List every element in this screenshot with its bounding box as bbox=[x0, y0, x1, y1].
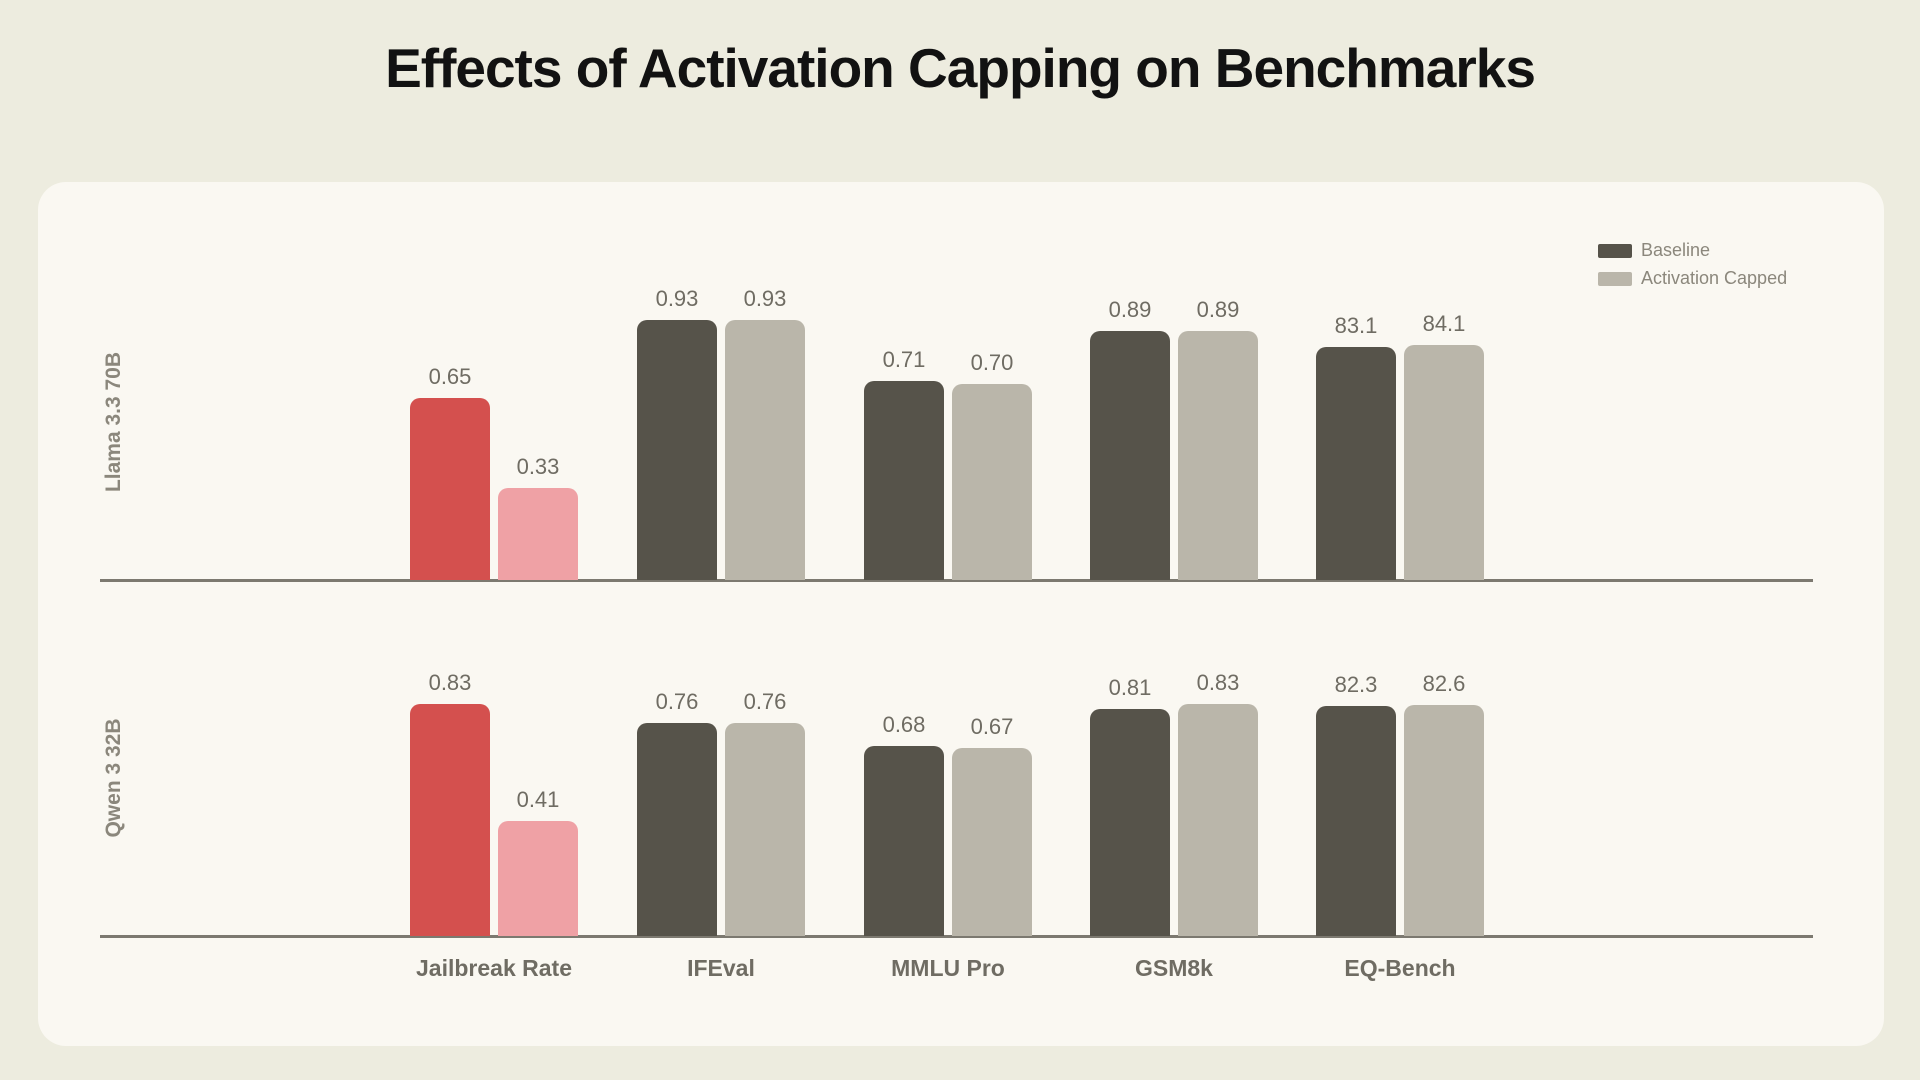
bar-activation-capped-jailbreak-rate-qwen-3-32b bbox=[498, 821, 578, 936]
value-label-activation-capped-mmlu-pro-qwen-3-32b: 0.67 bbox=[970, 714, 1014, 739]
bar-activation-capped-ifeval-qwen-3-32b bbox=[725, 723, 805, 936]
value-label-baseline-jailbreak-rate-llama-3-3-70b: 0.65 bbox=[428, 364, 472, 389]
bar-activation-capped-gsm8k-qwen-3-32b bbox=[1178, 704, 1258, 936]
value-label-baseline-ifeval-qwen-3-32b: 0.76 bbox=[655, 689, 699, 714]
bar-activation-capped-ifeval-llama-3-3-70b bbox=[725, 320, 805, 580]
value-label-activation-capped-gsm8k-llama-3-3-70b: 0.89 bbox=[1196, 297, 1240, 322]
value-label-baseline-gsm8k-qwen-3-32b: 0.81 bbox=[1108, 675, 1152, 700]
bar-baseline-ifeval-qwen-3-32b bbox=[637, 723, 717, 936]
category-label-gsm8k: GSM8k bbox=[1135, 955, 1213, 981]
value-label-activation-capped-eq-bench-llama-3-3-70b: 84.1 bbox=[1422, 311, 1466, 336]
bar-baseline-eq-bench-qwen-3-32b bbox=[1316, 706, 1396, 936]
bar-activation-capped-mmlu-pro-llama-3-3-70b bbox=[952, 384, 1032, 580]
legend: Baseline Activation Capped bbox=[1598, 240, 1787, 289]
legend-swatch-baseline bbox=[1598, 243, 1632, 258]
bar-activation-capped-mmlu-pro-qwen-3-32b bbox=[952, 748, 1032, 936]
legend-label-baseline: Baseline bbox=[1641, 240, 1711, 260]
bar-baseline-ifeval-llama-3-3-70b bbox=[637, 320, 717, 580]
value-label-baseline-gsm8k-llama-3-3-70b: 0.89 bbox=[1108, 297, 1152, 322]
value-label-activation-capped-ifeval-qwen-3-32b: 0.76 bbox=[743, 689, 787, 714]
value-label-baseline-jailbreak-rate-qwen-3-32b: 0.83 bbox=[428, 670, 472, 695]
bar-baseline-eq-bench-llama-3-3-70b bbox=[1316, 347, 1396, 580]
bar-baseline-mmlu-pro-llama-3-3-70b bbox=[864, 381, 944, 580]
category-label-jailbreak-rate: Jailbreak Rate bbox=[416, 955, 572, 981]
value-label-activation-capped-gsm8k-qwen-3-32b: 0.83 bbox=[1196, 670, 1240, 695]
chart-card: Baseline Activation Capped Llama 3.3 70B… bbox=[38, 182, 1884, 1046]
bar-activation-capped-gsm8k-llama-3-3-70b bbox=[1178, 331, 1258, 580]
bar-activation-capped-jailbreak-rate-llama-3-3-70b bbox=[498, 488, 578, 580]
value-label-activation-capped-ifeval-llama-3-3-70b: 0.93 bbox=[743, 286, 787, 311]
value-label-baseline-ifeval-llama-3-3-70b: 0.93 bbox=[655, 286, 699, 311]
bar-activation-capped-eq-bench-qwen-3-32b bbox=[1404, 705, 1484, 936]
bar-baseline-jailbreak-rate-qwen-3-32b bbox=[410, 704, 490, 936]
bar-baseline-jailbreak-rate-llama-3-3-70b bbox=[410, 398, 490, 580]
chart-title: Effects of Activation Capping on Benchma… bbox=[385, 37, 1536, 99]
bar-baseline-gsm8k-llama-3-3-70b bbox=[1090, 331, 1170, 580]
legend-label-activation-capped: Activation Capped bbox=[1641, 268, 1788, 288]
axis-line-llama-3-3-70b bbox=[100, 579, 1813, 582]
legend-item-activation-capped: Activation Capped bbox=[1598, 268, 1787, 289]
value-label-activation-capped-jailbreak-rate-qwen-3-32b: 0.41 bbox=[516, 787, 560, 812]
bar-baseline-mmlu-pro-qwen-3-32b bbox=[864, 746, 944, 936]
category-label-ifeval: IFEval bbox=[687, 955, 755, 981]
value-label-activation-capped-jailbreak-rate-llama-3-3-70b: 0.33 bbox=[516, 454, 560, 479]
axis-line-qwen-3-32b bbox=[100, 935, 1813, 938]
value-label-baseline-eq-bench-qwen-3-32b: 82.3 bbox=[1334, 672, 1378, 697]
value-label-baseline-eq-bench-llama-3-3-70b: 83.1 bbox=[1334, 313, 1378, 338]
bar-activation-capped-eq-bench-llama-3-3-70b bbox=[1404, 345, 1484, 580]
value-label-baseline-mmlu-pro-llama-3-3-70b: 0.71 bbox=[882, 347, 926, 372]
legend-item-baseline: Baseline bbox=[1598, 240, 1787, 261]
bar-baseline-gsm8k-qwen-3-32b bbox=[1090, 709, 1170, 936]
row-label-qwen-3-32b: Qwen 3 32B bbox=[102, 718, 125, 838]
value-label-activation-capped-eq-bench-qwen-3-32b: 82.6 bbox=[1422, 671, 1466, 696]
value-label-baseline-mmlu-pro-qwen-3-32b: 0.68 bbox=[882, 712, 926, 737]
row-label-llama-3-3-70b: Llama 3.3 70B bbox=[102, 351, 125, 493]
category-label-eq-bench: EQ-Bench bbox=[1344, 955, 1456, 981]
legend-swatch-activation-capped bbox=[1598, 271, 1632, 286]
category-label-mmlu-pro: MMLU Pro bbox=[891, 955, 1005, 981]
value-label-activation-capped-mmlu-pro-llama-3-3-70b: 0.70 bbox=[970, 350, 1014, 375]
